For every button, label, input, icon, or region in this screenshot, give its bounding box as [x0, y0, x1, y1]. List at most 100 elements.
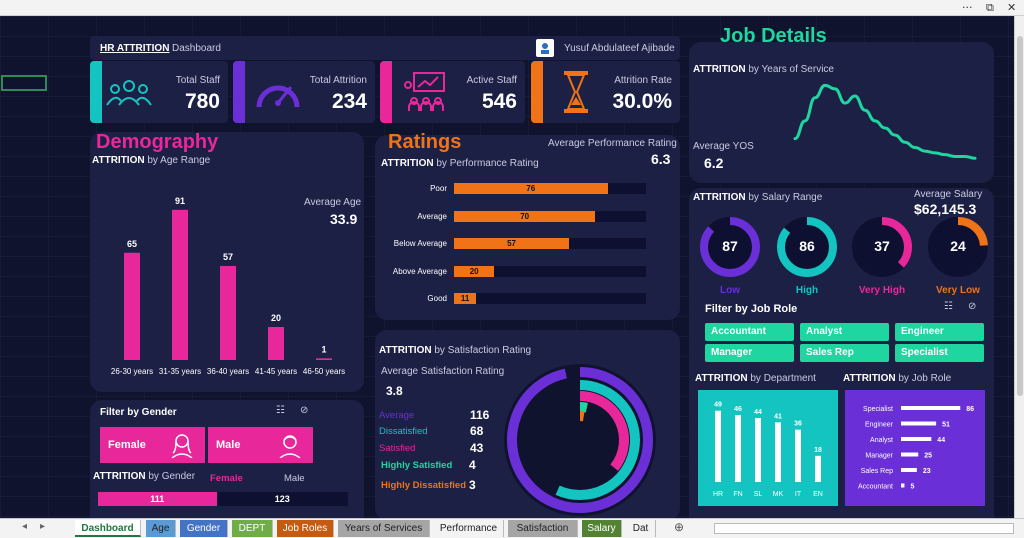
sheet-tab[interactable]: Dashboard	[75, 520, 141, 537]
scroll-tabs-right-icon[interactable]: ▸	[40, 521, 46, 532]
clear-filter-icon[interactable]: ⊘	[300, 405, 309, 416]
sheet-tab[interactable]: Job Roles	[277, 520, 334, 537]
jobrole-bar	[901, 437, 932, 441]
performance-bar	[454, 238, 570, 249]
female-icon	[171, 434, 193, 458]
avg-age-label: Average Age	[304, 197, 362, 208]
department-data-label: 46	[734, 406, 742, 413]
jobrole-tick-label: Sales Rep	[861, 468, 893, 475]
age-tick-label: 46-50 years	[303, 367, 345, 376]
department-tick-label: EN	[813, 491, 823, 498]
age-data-label: 57	[223, 252, 233, 262]
sheet-tab[interactable]: DEPT	[232, 520, 273, 537]
salary-ring-value: 86	[799, 238, 815, 254]
age-tick-label: 41-45 years	[255, 367, 297, 376]
salary-ring-value: 24	[950, 238, 966, 254]
user-icon	[541, 43, 549, 54]
performance-tick-label: Average	[417, 211, 447, 221]
job-role-button[interactable]: Manager	[705, 344, 794, 362]
satisfaction-legend-value: 116	[470, 408, 490, 422]
sheet-tab[interactable]: Salary	[582, 520, 622, 537]
chart-title-bold: ATTRITION	[693, 64, 746, 75]
vertical-scrollbar[interactable]	[1014, 16, 1024, 518]
satisfaction-legend-value: 68	[470, 424, 484, 438]
jobrole-data-label: 51	[942, 422, 950, 429]
scrollbar-thumb[interactable]	[1017, 36, 1023, 396]
hourglass-icon	[564, 71, 588, 113]
scroll-tabs-left-icon[interactable]: ◂	[22, 521, 28, 532]
multi-select-icon[interactable]: ☷	[944, 301, 953, 312]
close-icon[interactable]: ✕	[1007, 1, 1017, 14]
horizontal-scrollbar[interactable]	[714, 523, 1014, 534]
jobrole-data-label: 23	[923, 468, 931, 475]
salary-ring-value: 87	[722, 238, 738, 254]
selected-cell[interactable]	[1, 75, 47, 91]
chart-title-bold: ATTRITION	[843, 373, 896, 384]
chart-title-rest: by Satisfaction Rating	[434, 345, 532, 356]
chart-title-bold: ATTRITION	[92, 155, 145, 166]
job-role-button[interactable]: Engineer	[895, 323, 984, 341]
department-bar	[735, 415, 741, 482]
jobrole-bar	[901, 483, 905, 488]
add-sheet-icon[interactable]: ⊕	[674, 520, 685, 534]
yos-panel	[689, 42, 994, 183]
sheet-tab[interactable]: Dat	[626, 520, 656, 537]
performance-data-label: 11	[460, 294, 470, 303]
avg-performance-value: 6.3	[651, 151, 671, 167]
kpi-value: 546	[481, 90, 517, 113]
presentation-icon	[404, 72, 445, 111]
kpi-total-staff: Total Staff 780	[90, 61, 228, 123]
performance-bar	[454, 183, 608, 194]
satisfaction-arc	[555, 380, 640, 500]
gender-female-button[interactable]: Female	[100, 427, 205, 463]
kpi-active-staff: Active Staff 546	[380, 61, 525, 123]
performance-tick-label: Poor	[430, 184, 447, 193]
salary-ring-label: Very High	[858, 285, 906, 296]
restore-icon[interactable]: ⧉	[986, 1, 994, 14]
satisfaction-arc	[579, 391, 629, 471]
performance-tick-label: Good	[427, 294, 447, 303]
kpi-total-attrition: Total Attrition 234	[233, 61, 375, 123]
kpi-value: 780	[184, 90, 220, 113]
more-options-icon[interactable]: ···	[962, 1, 973, 14]
salary-ring	[852, 217, 912, 277]
age-bar	[220, 265, 236, 360]
age-chart-title: ATTRITION by Age Range	[92, 155, 210, 166]
gender-filter-title: Filter by Gender	[100, 407, 177, 418]
male-label: Male	[216, 439, 241, 451]
jobrole-data-label: 44	[937, 437, 945, 444]
kpi-label: Total Attrition	[309, 75, 367, 86]
sheet-tab[interactable]: Age	[146, 520, 176, 537]
salary-ring	[700, 217, 760, 277]
gender-male-button[interactable]: Male	[208, 427, 313, 463]
age-data-label: 1	[321, 344, 326, 354]
clear-filter-icon[interactable]: ⊘	[968, 301, 977, 312]
job-role-button[interactable]: Specialist	[895, 344, 984, 362]
performance-data-label: 70	[520, 211, 530, 221]
sheet-tab[interactable]: Years of Services	[338, 520, 430, 537]
gender-legend-female: Female	[210, 473, 243, 484]
satisfaction-legend-value: 43	[470, 441, 484, 455]
avg-yos-label: Average YOS	[693, 141, 754, 152]
sheet-tab[interactable]: Gender	[180, 520, 228, 537]
satisfaction-legend-label: Satisfied	[379, 443, 416, 454]
multi-select-icon[interactable]: ☷	[276, 405, 285, 416]
sheet-tab[interactable]: Performance	[434, 520, 504, 537]
job-details-title: Job Details	[720, 25, 827, 47]
department-tick-label: IT	[795, 491, 802, 498]
performance-data-label: 76	[526, 184, 536, 193]
job-role-button[interactable]: Sales Rep	[800, 344, 889, 362]
sheet-tab[interactable]: Satisfaction	[508, 520, 578, 537]
age-data-label: 91	[175, 196, 185, 206]
female-label: Female	[108, 439, 146, 451]
job-role-button[interactable]: Accountant	[705, 323, 794, 341]
sheet-tab-bar: ◂ ▸ Dashboard Age Gender DEPT Job Roles Years…	[0, 518, 1024, 538]
chart-title-bold: ATTRITION	[695, 373, 748, 384]
kpi-attrition-rate: Attrition Rate 30.0%	[531, 61, 680, 123]
performance-bar	[454, 210, 596, 222]
jobrole-bar	[901, 406, 961, 410]
job-role-button[interactable]: Analyst	[800, 323, 889, 341]
chart-title-rest: by Salary Range	[748, 192, 823, 203]
header-bar: HR ATTRITION Dashboard Yusuf Abdulateef …	[90, 36, 680, 60]
kpi-label: Total Staff	[175, 75, 220, 86]
